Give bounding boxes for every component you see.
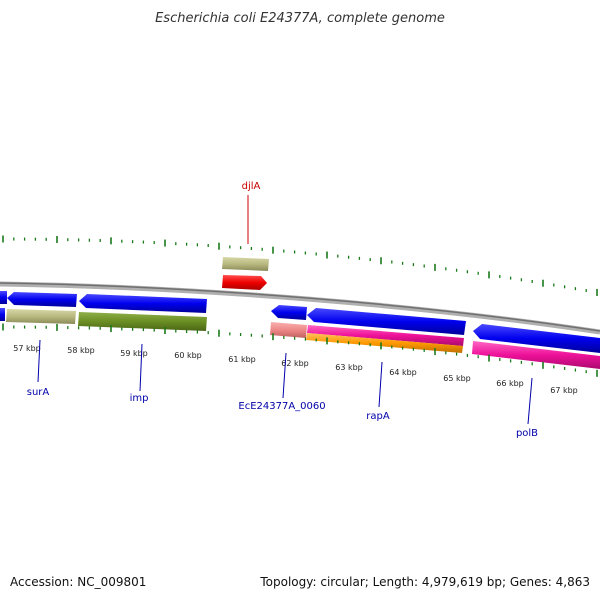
gene-label-rapA[interactable]: rapA <box>366 411 390 422</box>
kbp-label: 59 kbp <box>120 349 148 358</box>
polB-gene-feature[interactable] <box>472 341 600 369</box>
rapA-leader <box>378 361 383 408</box>
genome-backbone-line <box>0 282 600 332</box>
gene-label-djlA[interactable]: djlA <box>242 181 261 192</box>
rapA-mrna-feature[interactable] <box>306 333 463 353</box>
gene-labels: djlA surA imp EcE24377A_0060 rapA polB <box>27 181 538 439</box>
reverse-cds-row <box>0 291 600 353</box>
gene-label-EcE24377A_0060[interactable]: EcE24377A_0060 <box>238 401 325 412</box>
kbp-label: 67 kbp <box>550 386 578 395</box>
kbp-label: 66 kbp <box>496 379 524 388</box>
cds-feature-edge-left-2[interactable] <box>0 308 5 321</box>
EcE24377A_0060-gene-feature[interactable] <box>270 322 307 338</box>
surA-cds-feature[interactable] <box>7 292 77 307</box>
inner-tick-row <box>2 323 598 377</box>
kbp-label: 64 kbp <box>389 368 417 377</box>
forward-features <box>222 257 269 290</box>
djlA-gene-feature[interactable] <box>222 257 269 271</box>
kbp-label: 65 kbp <box>443 374 471 383</box>
imp-leader <box>139 343 143 392</box>
kbp-scale: 57 kbp 58 kbp 59 kbp 60 kbp 61 kbp 62 kb… <box>13 344 578 395</box>
surA-gene-feature[interactable] <box>6 309 76 324</box>
cds-feature-edge-left[interactable] <box>0 291 7 304</box>
kbp-label: 63 kbp <box>335 363 363 372</box>
EcE24377A_0060-cds-feature[interactable] <box>271 305 307 320</box>
genome-backbone <box>0 281 600 335</box>
kbp-label: 62 kbp <box>281 359 309 368</box>
polB-cds-feature[interactable] <box>473 324 600 353</box>
gene-label-imp[interactable]: imp <box>130 393 149 404</box>
imp-gene-feature[interactable] <box>78 312 207 331</box>
imp-cds-feature[interactable] <box>79 294 207 313</box>
outer-tick-row <box>2 235 598 296</box>
accession-text: Accession: NC_009801 <box>10 575 146 589</box>
rapA-cds-feature[interactable] <box>307 308 466 335</box>
surA-leader <box>37 339 41 383</box>
kbp-label: 60 kbp <box>174 351 202 360</box>
kbp-label: 58 kbp <box>67 346 95 355</box>
rapA-gene-feature[interactable] <box>307 325 464 346</box>
label-leaders <box>37 195 533 425</box>
polB-leader <box>527 377 533 425</box>
kbp-label: 61 kbp <box>228 355 256 364</box>
kbp-label: 57 kbp <box>13 344 41 353</box>
genome-summary-text: Topology: circular; Length: 4,979,619 bp… <box>259 575 590 589</box>
EcE24377A_0060-leader <box>282 352 287 399</box>
djlA-cds-feature[interactable] <box>222 275 267 290</box>
gene-label-surA[interactable]: surA <box>27 387 50 398</box>
gene-label-polB[interactable]: polB <box>516 428 538 439</box>
map-title: Escherichia coli E24377A, complete genom… <box>155 11 445 26</box>
